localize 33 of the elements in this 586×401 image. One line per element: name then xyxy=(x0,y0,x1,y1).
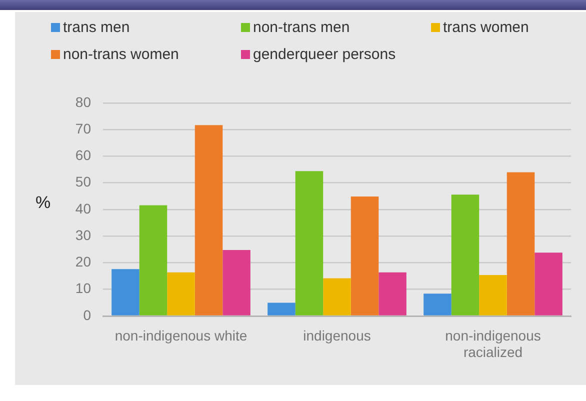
y-tick-label: 20 xyxy=(75,254,92,270)
legend-label: genderqueer persons xyxy=(253,46,396,63)
y-tick-label: 40 xyxy=(75,200,92,216)
bar xyxy=(139,205,168,316)
bar xyxy=(222,250,250,316)
y-tick-label: 30 xyxy=(75,226,92,243)
bar xyxy=(295,171,324,316)
y-tick-label: 10 xyxy=(75,280,92,296)
y-tick-label: 70 xyxy=(75,120,92,136)
legend-label: trans women xyxy=(443,19,529,36)
y-tick-label: 80 xyxy=(75,94,92,110)
bar xyxy=(506,172,535,316)
bar xyxy=(350,196,379,316)
bar xyxy=(112,269,140,316)
x-tick-label: non-indigenous racialized xyxy=(445,327,541,360)
bar xyxy=(194,125,223,316)
y-tick-label: 50 xyxy=(75,174,92,190)
y-tick-label: 0 xyxy=(83,306,92,323)
y-tick-label: 60 xyxy=(75,147,92,164)
x-tick-label: indigenous xyxy=(303,327,371,344)
bar xyxy=(268,302,296,316)
bar xyxy=(323,278,351,316)
y-axis-title: % xyxy=(35,193,51,212)
bar xyxy=(378,272,406,316)
bar xyxy=(534,252,562,316)
bar xyxy=(424,294,452,316)
legend-label: non-trans men xyxy=(253,19,350,36)
bar xyxy=(479,275,507,316)
legend-label: non-trans women xyxy=(63,46,179,63)
bar xyxy=(451,194,480,316)
x-tick-label: non-indigenous white xyxy=(114,327,248,344)
bar xyxy=(167,272,195,316)
legend-label: trans men xyxy=(63,19,130,36)
